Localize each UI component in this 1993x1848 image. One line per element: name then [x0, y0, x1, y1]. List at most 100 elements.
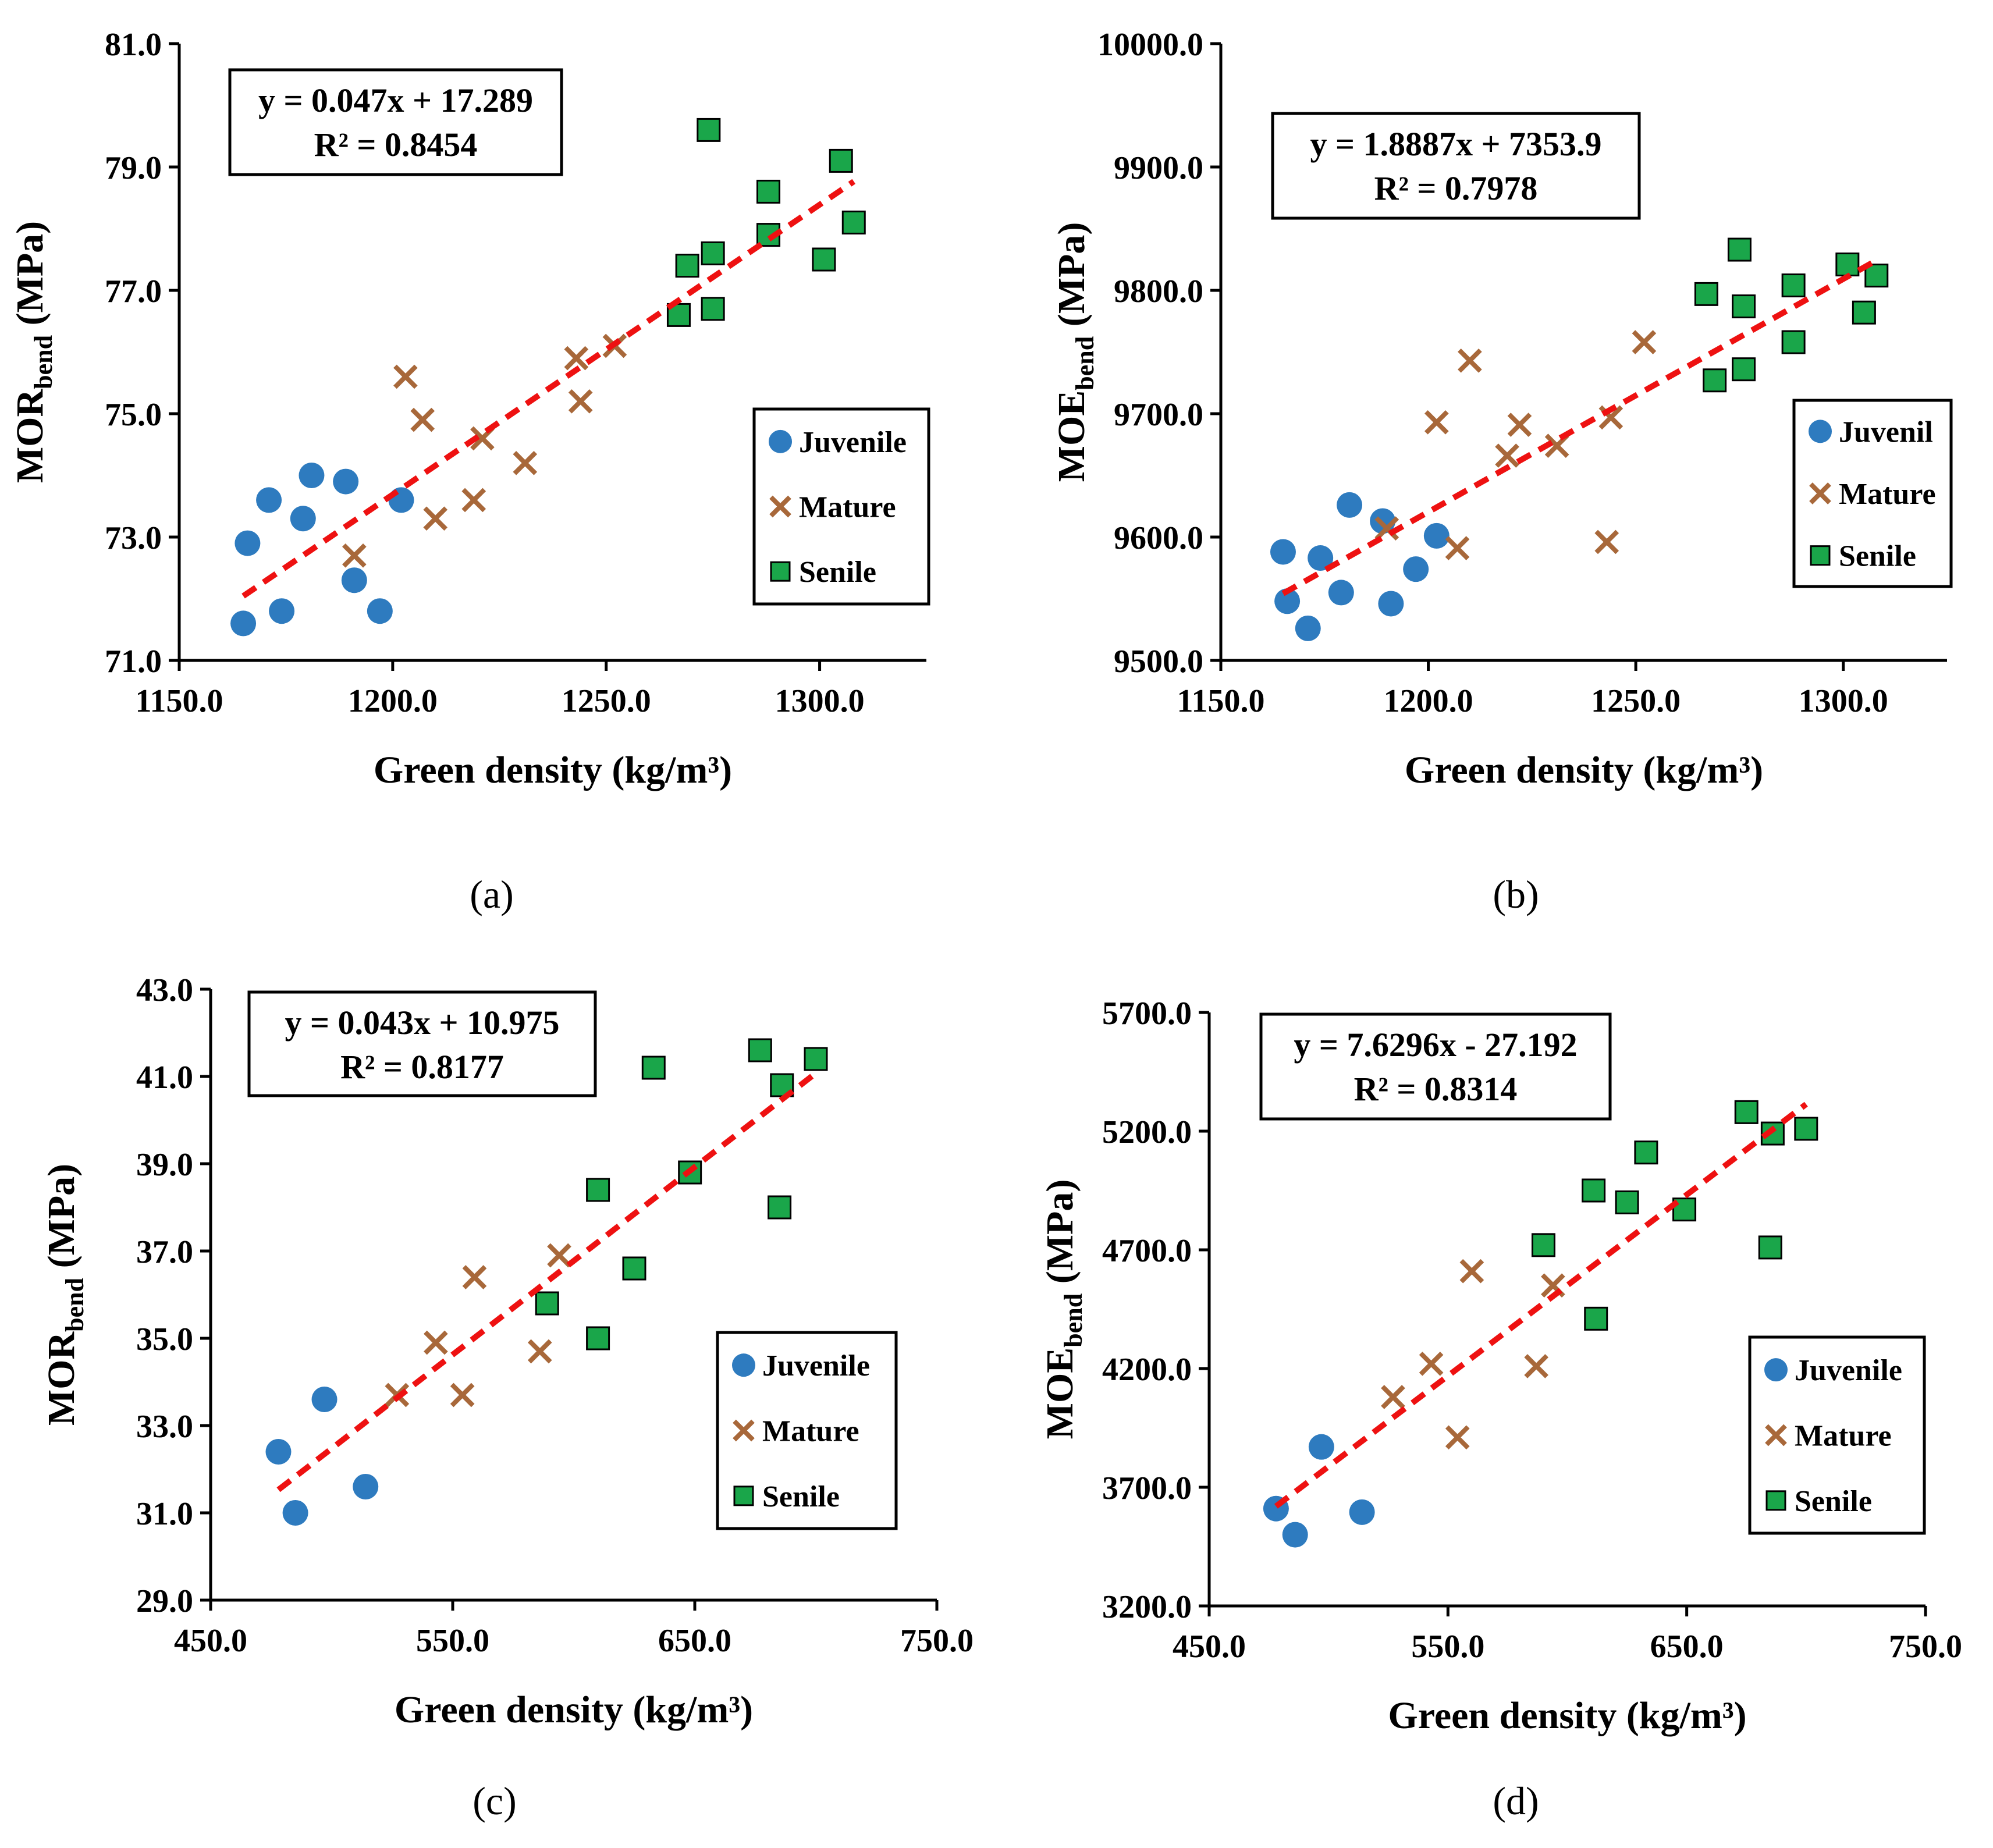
y-tick-label: 39.0 — [136, 1147, 193, 1183]
y-axis-title-subscript: bend — [61, 1278, 89, 1332]
data-point-senile — [675, 254, 699, 278]
legend-entry-label: Senile — [799, 556, 876, 589]
data-point-senile — [1835, 252, 1860, 276]
mature-marker-stroke — [1632, 330, 1657, 354]
y-axis-title-main: MOR — [9, 389, 51, 484]
y-tick-label: 4700.0 — [1102, 1233, 1192, 1269]
y-tick-label: 75.0 — [105, 397, 162, 433]
mature-marker-stroke — [1594, 529, 1619, 555]
mature-marker-stroke — [1541, 1273, 1565, 1298]
y-tick-label: 79.0 — [105, 150, 162, 186]
mature-marker-stroke — [423, 506, 448, 531]
data-point-senile — [1531, 1233, 1555, 1257]
y-tick-label: 35.0 — [136, 1321, 193, 1357]
regression-equation: y = 0.047x + 17.289 — [258, 81, 533, 119]
mature-marker-stroke — [461, 488, 486, 513]
legend-entry-label: Mature — [762, 1415, 859, 1448]
data-point-senile — [622, 1256, 646, 1281]
data-point-senile — [748, 1038, 772, 1062]
legend-marker-mature — [1809, 482, 1831, 504]
mature-marker-stroke — [1458, 349, 1482, 373]
data-point-juvenile — [1328, 580, 1354, 606]
data-point-mature — [1632, 330, 1657, 354]
y-tick-label: 37.0 — [136, 1234, 193, 1270]
panel-label: (a) — [470, 872, 513, 916]
y-axis-title-subscript: bend — [1071, 336, 1099, 390]
data-point-mature — [1381, 1385, 1405, 1409]
mature-marker-stroke — [1445, 536, 1470, 560]
data-point-senile — [1734, 1100, 1758, 1124]
y-tick-label: 9800.0 — [1114, 273, 1203, 310]
data-point-juvenile — [1337, 492, 1363, 518]
r-squared-value: R² = 0.8314 — [1354, 1070, 1518, 1108]
panel-c: 29.0 31.0 33.0 35.0 37.0 39.0 41.0 43.0 450.0 550… — [40, 972, 974, 1823]
data-point-mature — [1524, 1354, 1548, 1378]
data-point-juvenile — [1349, 1499, 1375, 1525]
data-point-senile — [1758, 1235, 1782, 1260]
data-point-senile — [1781, 330, 1806, 354]
panel-label: (c) — [473, 1779, 516, 1823]
data-point-mature — [461, 488, 486, 513]
data-point-mature — [410, 407, 435, 432]
panel-label: (d) — [1493, 1779, 1539, 1823]
x-tick-label: 1150.0 — [136, 683, 223, 719]
y-axis-title-unit: (MPa) — [1039, 1179, 1081, 1293]
y-axis-title-unit: (MPa) — [1050, 222, 1093, 336]
legend-entry-label: Mature — [1795, 1420, 1892, 1453]
data-point-juvenile — [1308, 1434, 1334, 1460]
data-point-senile — [1615, 1190, 1639, 1214]
r-squared-value: R² = 0.8454 — [314, 126, 478, 164]
data-point-juvenile — [367, 598, 393, 624]
data-point-mature — [564, 346, 589, 371]
x-tick-label: 1150.0 — [1177, 683, 1265, 719]
data-point-juvenile — [1282, 1522, 1308, 1548]
data-point-mature — [568, 389, 593, 414]
data-point-juvenile — [341, 567, 367, 594]
regression-equation: y = 0.043x + 10.975 — [285, 1004, 559, 1042]
data-point-senile — [1694, 282, 1718, 306]
y-tick-label: 9600.0 — [1114, 520, 1203, 556]
mature-marker-stroke — [1495, 443, 1519, 468]
data-point-mature — [342, 543, 367, 568]
mature-marker-stroke — [527, 1339, 552, 1364]
mature-marker-stroke — [1445, 1425, 1470, 1450]
equation-box — [1271, 112, 1641, 220]
data-point-senile — [1732, 294, 1756, 319]
data-point-juvenile — [333, 468, 359, 495]
data-point-senile — [1727, 237, 1752, 262]
data-point-juvenile — [269, 598, 295, 624]
y-axis-title: MORbend (MPa) — [9, 221, 58, 483]
legend-marker-juvenile — [769, 429, 792, 453]
data-point-juvenile — [388, 487, 414, 513]
legend-marker-mature — [1765, 1424, 1787, 1447]
data-point-juvenile — [230, 610, 257, 637]
data-point-senile — [1781, 273, 1806, 298]
mature-marker-stroke — [424, 1330, 448, 1355]
legend-marker-juvenile — [732, 1353, 755, 1377]
y-axis-title-main: MOE — [1039, 1348, 1081, 1440]
data-point-senile — [701, 297, 725, 321]
legend-marker-mature — [733, 1419, 755, 1442]
x-tick-label: 1250.0 — [562, 683, 651, 719]
legend-marker-senile — [770, 561, 791, 582]
data-point-senile — [768, 1195, 792, 1220]
x-tick-label: 550.0 — [416, 1623, 489, 1659]
y-tick-label: 9700.0 — [1114, 397, 1203, 433]
y-axis-title-unit: (MPa) — [9, 221, 51, 335]
data-point-juvenile — [353, 1474, 379, 1499]
x-axis-title: Green density (kg/m³) — [395, 1689, 753, 1731]
data-point-senile — [1732, 357, 1756, 382]
data-point-juvenile — [1423, 523, 1450, 549]
x-tick-label: 650.0 — [658, 1623, 731, 1659]
x-tick-label: 1250.0 — [1591, 683, 1681, 719]
y-tick-label: 31.0 — [136, 1496, 193, 1532]
y-axis-title-main: MOE — [1050, 390, 1093, 482]
y-tick-label: 43.0 — [136, 972, 193, 1008]
y-tick-label: 29.0 — [136, 1583, 193, 1619]
y-tick-label: 33.0 — [136, 1409, 193, 1445]
r-squared-value: R² = 0.8177 — [340, 1048, 504, 1086]
y-axis-title: MORbend (MPa) — [40, 1164, 89, 1426]
mature-marker-stroke — [1424, 410, 1449, 435]
mature-marker-stroke — [1507, 413, 1532, 437]
